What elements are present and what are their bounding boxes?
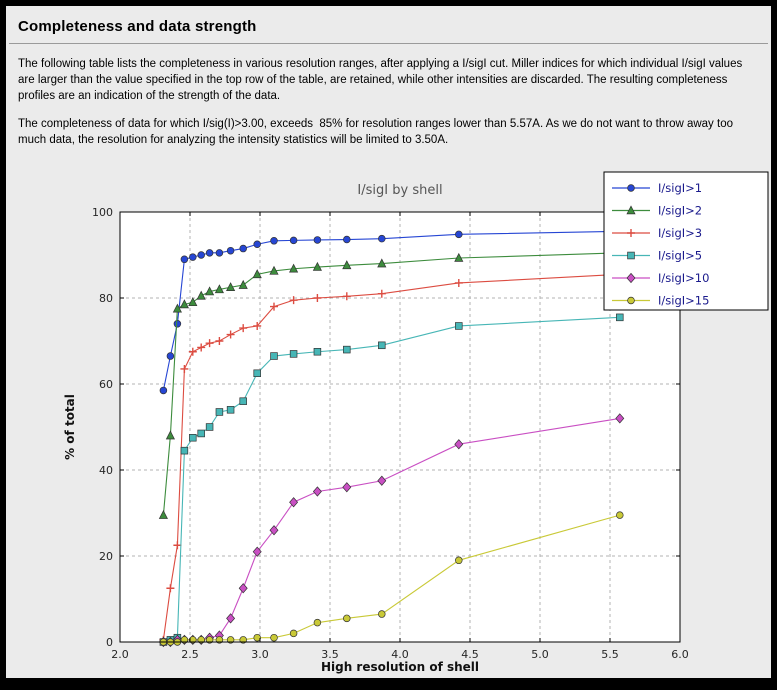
svg-text:4.5: 4.5: [461, 648, 479, 661]
svg-text:3.5: 3.5: [321, 648, 339, 661]
legend-entry-1: I/sigI>2: [612, 204, 702, 218]
legend-label: I/sigI>10: [658, 271, 709, 285]
svg-text:2.0: 2.0: [111, 648, 129, 661]
x-axis-label: High resolution of shell: [321, 660, 479, 674]
y-tick-labels: 0 20 40 60 80 100: [92, 206, 113, 649]
isigi-by-shell-chart: 2.0 2.5 3.0 3.5 4.0 4.5 5.0 5.5 6.0 0 20 40 60 80 100 I…: [63, 171, 769, 674]
report-page: Completeness and data strength The follo…: [6, 6, 771, 678]
series-i-sigi-1: [159, 228, 624, 395]
svg-text:5.0: 5.0: [531, 648, 549, 661]
legend-entry-3: I/sigI>5: [612, 249, 702, 263]
legend-label: I/sigI>5: [658, 249, 702, 263]
series-i-sigi-5: [159, 314, 624, 647]
legend-label: I/sigI>3: [658, 226, 702, 240]
page-title: Completeness and data strength: [18, 18, 257, 35]
x-tick-labels: 2.0 2.5 3.0 3.5 4.0 4.5 5.0 5.5 6.0: [111, 648, 689, 661]
legend: I/sigI>1 I/sigI>2 I/sigI>3 I/sigI>5 I/sigI>1…: [603, 171, 769, 311]
svg-text:60: 60: [99, 378, 113, 391]
chart-title: I/sigI by shell: [357, 183, 442, 198]
svg-text:2.5: 2.5: [181, 648, 199, 661]
header-divider: [9, 43, 768, 44]
plot-area: [120, 212, 680, 643]
intro-paragraph: The following table lists the completene…: [18, 58, 746, 103]
svg-text:20: 20: [99, 550, 113, 563]
legend-label: I/sigI>15: [658, 294, 709, 308]
legend-entry-2: I/sigI>3: [612, 226, 702, 240]
svg-text:0: 0: [106, 636, 113, 649]
completeness-figure: 2.0 2.5 3.0 3.5 4.0 4.5 5.0 5.5 6.0 0 20 40 60 80 100 I…: [60, 170, 771, 675]
legend-box: [603, 171, 769, 311]
legend-entry-5: I/sigI>15: [612, 294, 709, 308]
svg-text:100: 100: [92, 206, 113, 219]
svg-text:5.5: 5.5: [601, 648, 619, 661]
legend-entry-0: I/sigI>1: [612, 181, 702, 195]
y-axis-label: % of total: [63, 395, 77, 461]
legend-entry-4: I/sigI>10: [612, 271, 709, 285]
legend-label: I/sigI>1: [658, 181, 702, 195]
svg-text:80: 80: [99, 292, 113, 305]
legend-label: I/sigI>2: [658, 204, 702, 218]
svg-text:6.0: 6.0: [671, 648, 689, 661]
analysis-paragraph: The completeness of data for which I/sig…: [18, 118, 737, 147]
series-i-sigi-2: [158, 248, 625, 520]
svg-text:3.0: 3.0: [251, 648, 269, 661]
svg-text:4.0: 4.0: [391, 648, 409, 661]
svg-text:40: 40: [99, 464, 113, 477]
